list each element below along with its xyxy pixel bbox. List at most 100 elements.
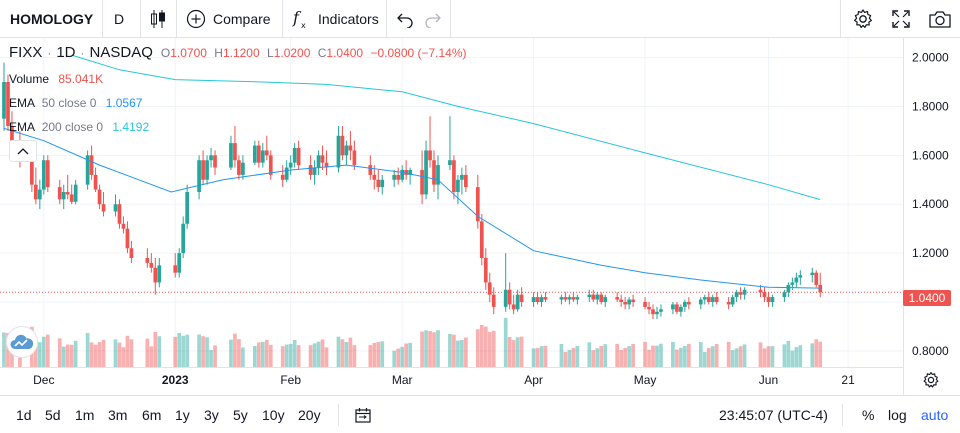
volume-bar — [117, 342, 122, 367]
volume-bar — [37, 342, 42, 367]
volume-label: Volume — [9, 72, 50, 86]
percent-toggle[interactable]: % — [862, 407, 875, 423]
candle-body — [85, 155, 90, 185]
price-tick-label: 0.8000 — [912, 344, 949, 358]
ema50-label: EMA — [9, 96, 35, 110]
candle-body — [181, 223, 186, 254]
candle-body — [173, 265, 178, 273]
candle-body — [491, 294, 496, 307]
volume-bar — [686, 343, 691, 367]
date-range-button[interactable] — [354, 396, 372, 433]
time-tick-label: May — [634, 373, 657, 387]
range-1y[interactable]: 1y — [175, 407, 190, 423]
legend-collapse-button[interactable] — [9, 140, 37, 162]
range-20y[interactable]: 20y — [298, 407, 321, 423]
candle-body — [730, 297, 735, 305]
volume-bar — [487, 332, 492, 367]
volume-bar — [475, 329, 480, 367]
candlesticks — [2, 62, 823, 320]
candle-body — [252, 145, 257, 163]
candle-body — [93, 174, 98, 190]
settings-button[interactable] — [852, 0, 874, 38]
candle-body — [539, 297, 544, 302]
fullscreen-button[interactable] — [891, 0, 911, 38]
candle-body — [177, 253, 182, 273]
candle-body — [671, 304, 675, 310]
candle-body — [519, 294, 524, 302]
volume-bar — [627, 346, 631, 367]
range-5d[interactable]: 5d — [45, 407, 61, 423]
volume-bar — [101, 339, 106, 367]
candle-body — [587, 294, 592, 298]
compare-button[interactable]: Compare — [186, 0, 271, 38]
cloud-logo-icon — [10, 334, 34, 349]
range-3y[interactable]: 3y — [204, 407, 219, 423]
snapshot-button[interactable] — [928, 0, 952, 38]
volume-bar — [344, 342, 349, 367]
undo-button[interactable] — [396, 0, 414, 38]
candle-body — [336, 135, 341, 168]
volume-bar — [762, 348, 767, 367]
legend-high: 1.1200 — [222, 46, 260, 60]
volume-bar — [519, 336, 524, 367]
legend-ema50[interactable]: EMA 50 close 0 1.0567 — [9, 96, 142, 110]
range-6m[interactable]: 6m — [142, 407, 162, 423]
last-price-tag: 1.0400 — [903, 290, 951, 306]
volume-bar — [599, 346, 604, 367]
price-chart[interactable]: 2.00001.80001.60001.40001.20001.00000.80… — [0, 38, 960, 395]
range-5y[interactable]: 5y — [233, 407, 248, 423]
symbol-search[interactable]: HOMOLOGY — [10, 11, 94, 27]
volume-bar — [734, 348, 739, 367]
legend-symbol[interactable]: FIXX — [9, 44, 43, 61]
candle-body — [256, 145, 261, 163]
candle-body — [659, 309, 663, 312]
chevron-up-icon — [17, 148, 29, 155]
range-10y[interactable]: 10y — [262, 407, 285, 423]
candle-body — [30, 150, 34, 185]
volume-bar — [392, 350, 397, 367]
volume-bar — [396, 348, 401, 367]
candle-body — [125, 228, 130, 249]
range-1d[interactable]: 1d — [16, 407, 32, 423]
axis-settings-button[interactable] — [922, 371, 940, 394]
ema50-params: 50 close 0 — [41, 96, 97, 110]
volume-bar — [420, 331, 424, 367]
legend-ema200[interactable]: EMA 200 close 0 1.4192 — [9, 120, 149, 134]
candle-body — [710, 297, 715, 302]
volume-bar — [683, 346, 687, 367]
candle-body — [69, 194, 74, 202]
volume-bar — [738, 346, 743, 367]
toolbar-divider — [842, 404, 843, 426]
toolbar-divider — [140, 0, 141, 38]
volume-bar — [559, 343, 564, 367]
legend-volume[interactable]: Volume 85.041K — [9, 72, 103, 86]
candle-body — [770, 297, 775, 302]
candle-body — [738, 292, 743, 295]
log-toggle[interactable]: log — [888, 407, 907, 423]
indicators-button[interactable]: f x Indicators — [292, 0, 379, 38]
auto-toggle[interactable]: auto — [921, 407, 949, 423]
volume-bar — [786, 340, 791, 367]
chart-type-button[interactable] — [150, 0, 166, 38]
legend-open: 1.0700 — [170, 46, 207, 60]
candle-body — [487, 282, 492, 295]
price-tick-label: 1.8000 — [912, 99, 949, 113]
candle-body — [320, 155, 325, 163]
candle-body — [97, 189, 102, 205]
range-3m[interactable]: 3m — [108, 407, 128, 423]
volume-bar — [181, 335, 186, 367]
interval-button[interactable]: D — [114, 11, 125, 27]
logo-badge[interactable] — [6, 326, 38, 358]
clock-timezone[interactable]: 23:45:07 (UTC-4) — [719, 407, 828, 423]
volume-bar — [810, 343, 815, 367]
undo-icon — [397, 13, 413, 28]
volume-bar — [264, 339, 269, 367]
range-1m[interactable]: 1m — [75, 407, 95, 423]
volume-bar — [312, 343, 317, 367]
toolbar-divider — [450, 0, 451, 38]
candle-body — [627, 299, 631, 305]
volume-bar — [404, 343, 408, 367]
redo-button[interactable] — [424, 0, 442, 38]
fullscreen-icon — [892, 10, 910, 28]
volume-bar — [324, 347, 329, 367]
